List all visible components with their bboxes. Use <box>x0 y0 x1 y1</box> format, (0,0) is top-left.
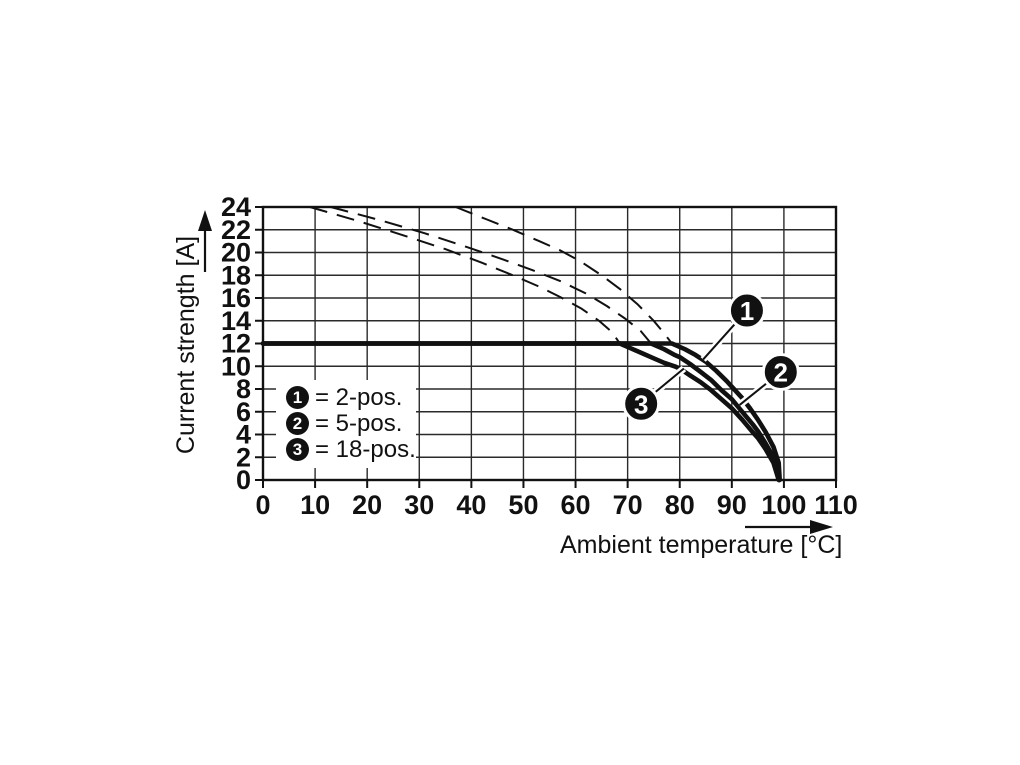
legend-item-2pos: 1 = 2-pos. <box>286 383 416 411</box>
dashed-curve-5-pos. <box>330 206 652 345</box>
legend-item-5pos: 2 = 5-pos. <box>286 409 416 437</box>
y-tick-label: 6 <box>236 397 251 427</box>
y-tick-label: 8 <box>236 374 251 404</box>
y-tick-label: 14 <box>221 306 251 336</box>
dashed-curve-2-pos. <box>455 206 673 345</box>
x-tick-label: 110 <box>814 490 858 520</box>
legend: 1 = 2-pos. 2 = 5-pos. 3 = 18-pos. <box>276 380 416 468</box>
callout-leader-2 <box>739 381 769 406</box>
y-tick-label: 22 <box>221 215 251 245</box>
curve-18-pos <box>260 341 781 483</box>
callout-circle-3 <box>622 384 661 423</box>
curve-5-pos <box>260 341 782 483</box>
y-tick-label: 24 <box>221 192 251 222</box>
y-axis-arrow-icon <box>198 210 212 231</box>
x-tick-label: 80 <box>665 490 695 520</box>
legend-label-2pos: = 2-pos. <box>315 383 403 411</box>
callout-circle-1 <box>727 291 766 330</box>
x-tick-label: 50 <box>508 490 538 520</box>
y-tick-label: 18 <box>221 260 251 290</box>
legend-item-18pos: 3 = 18-pos. <box>286 435 416 463</box>
dashed-curve-18-pos. <box>309 206 621 345</box>
callout-circle-2 <box>761 352 800 391</box>
y-axis-title: Current strength [A] <box>172 235 200 455</box>
callout-number-1: 1 <box>740 296 754 326</box>
x-tick-label: 100 <box>761 490 806 520</box>
legend-label-5pos: = 5-pos. <box>315 409 403 437</box>
y-tick-label: 16 <box>221 283 251 313</box>
legend-marker-1-icon: 1 <box>286 386 309 409</box>
x-tick-label: 10 <box>300 490 330 520</box>
x-tick-label: 20 <box>352 490 382 520</box>
x-tick-label: 70 <box>613 490 643 520</box>
x-tick-label: 0 <box>255 490 270 520</box>
y-tick-label: 12 <box>221 329 251 359</box>
x-tick-label: 40 <box>456 490 486 520</box>
y-tick-label: 10 <box>221 351 251 381</box>
y-tick-label: 2 <box>236 442 251 472</box>
callout-leader-1 <box>702 322 737 361</box>
y-tick-label: 0 <box>236 465 251 495</box>
callout-number-3: 3 <box>634 389 648 419</box>
curve-2-pos <box>260 341 782 483</box>
legend-marker-2-icon: 2 <box>286 412 309 435</box>
legend-label-18pos: = 18-pos. <box>315 435 416 463</box>
y-tick-label: 4 <box>236 420 251 450</box>
x-axis-title: Ambient temperature [°C] <box>560 531 843 559</box>
x-axis-arrow-icon <box>810 520 833 534</box>
callout-leader-3 <box>653 367 685 394</box>
x-tick-label: 60 <box>561 490 591 520</box>
legend-marker-3-icon: 3 <box>286 438 309 461</box>
callout-number-2: 2 <box>774 357 788 387</box>
x-tick-label: 30 <box>404 490 434 520</box>
y-tick-label: 20 <box>221 238 251 268</box>
x-tick-label: 90 <box>717 490 747 520</box>
